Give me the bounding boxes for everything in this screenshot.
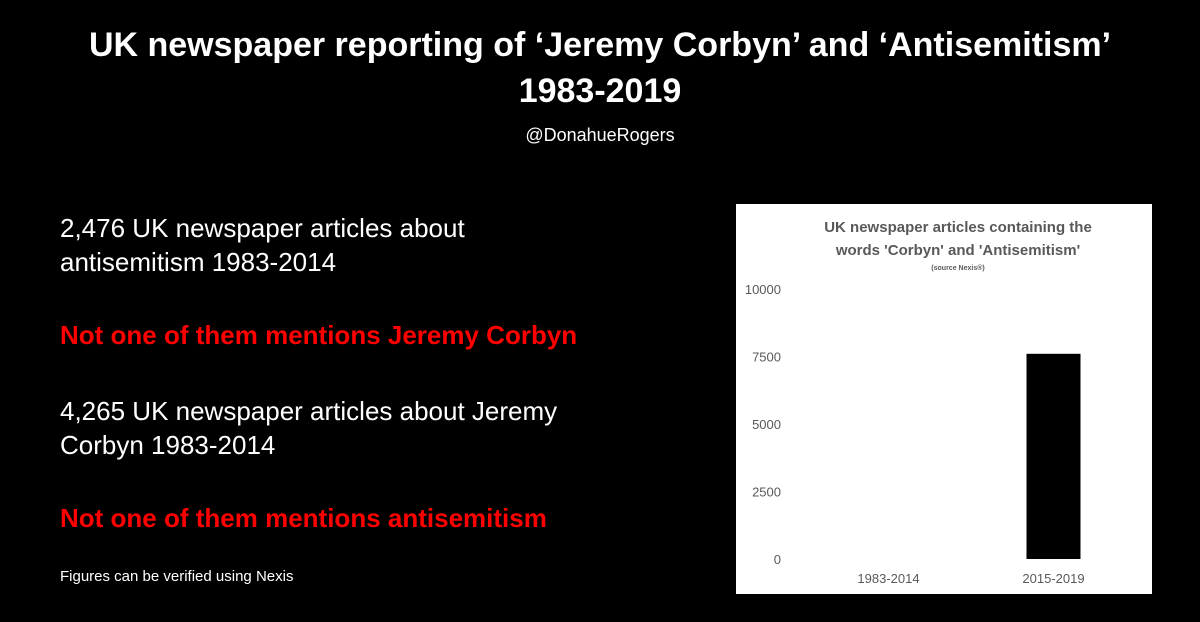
chart-panel: UK newspaper articles containing the wor… xyxy=(736,204,1152,594)
y-tick-label: 7500 xyxy=(752,350,781,365)
page-header: UK newspaper reporting of ‘Jeremy Corbyn… xyxy=(0,22,1200,148)
x-tick-label: 1983-2014 xyxy=(857,571,919,586)
bar-2015-2019 xyxy=(1026,353,1081,559)
stat-antisemitism-line1: 2,476 UK newspaper articles about xyxy=(60,213,465,243)
x-axis-ticks: 1983-2014 2015-2019 xyxy=(857,571,1084,586)
page-title-line1: UK newspaper reporting of ‘Jeremy Corbyn… xyxy=(88,26,1112,64)
bars xyxy=(1026,353,1081,559)
page-title-line2: 1983-2019 xyxy=(518,72,682,110)
stat-antisemitism-articles: 2,476 UK newspaper articles about antise… xyxy=(60,211,660,279)
footnote: Figures can be verified using Nexis xyxy=(60,568,294,585)
chart-title-line2: words 'Corbyn' and 'Antisemitism' xyxy=(835,242,1080,259)
stat-antisemitism-note: Not one of them mentions Jeremy Corbyn xyxy=(60,320,578,350)
x-tick-label: 2015-2019 xyxy=(1022,571,1084,586)
chart-title-line1: UK newspaper articles containing the xyxy=(824,219,1092,236)
y-tick-label: 2500 xyxy=(752,485,781,500)
y-tick-label: 0 xyxy=(774,552,781,567)
y-tick-label: 5000 xyxy=(752,417,781,432)
author-handle: @DonahueRogers xyxy=(525,125,675,145)
stat-corbyn-line2: Corbyn 1983-2014 xyxy=(60,430,276,460)
chart-subtitle: (source Nexis®) xyxy=(931,264,984,272)
y-tick-label: 10000 xyxy=(745,282,781,297)
bar-chart: UK newspaper articles containing the wor… xyxy=(745,219,1092,586)
stat-antisemitism-line2: antisemitism 1983-2014 xyxy=(60,247,337,277)
y-axis-ticks: 0 2500 5000 7500 10000 xyxy=(745,282,781,567)
stat-corbyn-note: Not one of them mentions antisemitism xyxy=(60,503,547,533)
stat-corbyn-articles: 4,265 UK newspaper articles about Jeremy… xyxy=(60,394,660,462)
stat-corbyn-line1: 4,265 UK newspaper articles about Jeremy xyxy=(60,396,558,426)
